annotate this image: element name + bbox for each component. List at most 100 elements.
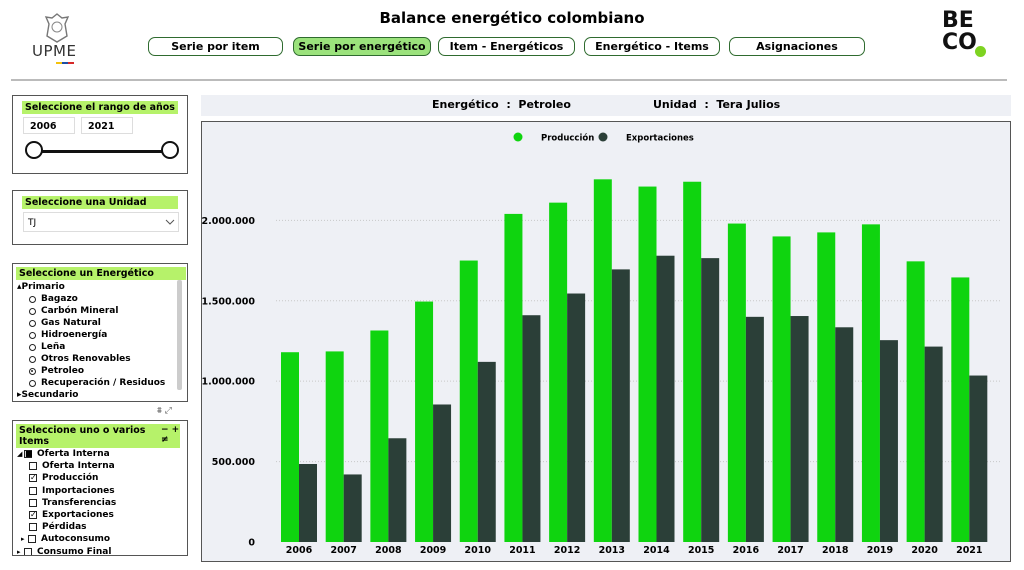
- option-label: Producción: [42, 473, 99, 484]
- option-label: Transferencias: [42, 497, 117, 508]
- option-label: Exportaciones: [42, 510, 114, 520]
- option-label: Bagazo: [41, 294, 78, 304]
- checkbox[interactable]: ✓: [29, 510, 37, 519]
- y-tick-label: 1.000.000: [202, 377, 256, 388]
- item-option[interactable]: Transferencias: [29, 498, 116, 508]
- energy-option[interactable]: Bagazo: [29, 294, 78, 304]
- item-option[interactable]: ✓ Producción: [29, 473, 98, 483]
- bar: [299, 463, 317, 542]
- bar: [281, 352, 299, 542]
- item-option[interactable]: Oferta Interna: [29, 461, 115, 471]
- option-label: Petroleo: [41, 366, 84, 376]
- radio-button[interactable]: [29, 343, 36, 351]
- slicer-tools[interactable]: − + ≠: [161, 425, 180, 445]
- bar: [325, 351, 344, 542]
- nav-tab[interactable]: Energético - Items: [584, 37, 720, 56]
- slider-handle[interactable]: [161, 141, 179, 159]
- option-label: Autoconsumo: [41, 534, 111, 545]
- radio-button[interactable]: [29, 319, 36, 327]
- option-label: Otros Renovables: [41, 354, 131, 364]
- nav-tab[interactable]: Serie por item: [148, 37, 283, 56]
- checkbox[interactable]: ■: [24, 449, 33, 458]
- expander[interactable]: ▸: [17, 547, 21, 556]
- item-option[interactable]: ✓ Exportaciones: [29, 510, 114, 520]
- bar: [459, 260, 478, 542]
- slider-track: [35, 150, 171, 153]
- year-to[interactable]: 2021: [81, 117, 133, 134]
- x-tick-label: 2018: [822, 545, 849, 556]
- bar: [567, 293, 586, 542]
- checkbox[interactable]: [24, 547, 32, 555]
- bar: [861, 224, 880, 542]
- bar: [772, 236, 791, 542]
- group-label: Primario: [21, 282, 65, 292]
- checkbox[interactable]: ✓: [29, 473, 37, 483]
- energy-option[interactable]: Petroleo: [29, 366, 84, 376]
- bar: [343, 474, 362, 542]
- radio-button[interactable]: [29, 367, 36, 375]
- x-tick-label: 2013: [599, 545, 625, 556]
- unit-slicer: Seleccione una Unidad TJ: [12, 190, 188, 245]
- option-label: Importaciones: [42, 485, 115, 496]
- x-tick-label: 2010: [465, 545, 492, 556]
- checkbox[interactable]: [29, 486, 37, 495]
- beco-line: BE: [942, 8, 974, 33]
- bar: [835, 327, 854, 542]
- checkbox[interactable]: [29, 462, 37, 471]
- upme-logo: UPME: [32, 42, 77, 60]
- slider-handle[interactable]: [25, 141, 43, 159]
- energy-option[interactable]: Recuperación / Residuos: [29, 378, 165, 388]
- checkbox[interactable]: [28, 535, 36, 544]
- x-tick-label: 2014: [643, 545, 670, 556]
- item-option[interactable]: ▸ Autoconsumo: [21, 534, 110, 544]
- radio-button[interactable]: [29, 331, 36, 339]
- page-title: Balance energético colombiano: [379, 9, 645, 27]
- beco-logo: BE CO: [942, 10, 977, 54]
- bar: [656, 255, 675, 542]
- nav-tab[interactable]: Asignaciones: [729, 37, 865, 56]
- nav-tab[interactable]: Serie por energético: [293, 37, 431, 56]
- energy-option[interactable]: Gas Natural: [29, 318, 101, 328]
- item-option[interactable]: Importaciones: [29, 486, 115, 496]
- bar: [638, 186, 657, 542]
- energy-option[interactable]: Hidroenergía: [29, 330, 107, 340]
- year-from[interactable]: 2006: [23, 117, 75, 134]
- bar: [522, 315, 541, 542]
- group-label: Secundario: [21, 390, 79, 400]
- bar: [477, 361, 496, 542]
- unit-dropdown[interactable]: TJ: [23, 212, 179, 232]
- energy-option[interactable]: Carbón Mineral: [29, 306, 118, 316]
- expander[interactable]: ◢: [17, 450, 23, 458]
- radio-button[interactable]: [29, 307, 36, 315]
- radio-button[interactable]: [29, 355, 36, 363]
- chart: 0 500.000 1.000.000 1.500.000 2.000.000 2006 2…: [201, 121, 1011, 562]
- bar: [727, 223, 746, 543]
- unit-info: Unidad : Tera Julios: [653, 98, 781, 111]
- items-slicer: Seleccione uno o varios Items − + ≠ ◢ ■ Of…: [12, 420, 188, 556]
- x-tick-label: 2020: [911, 545, 938, 556]
- x-tick-label: 2011: [509, 545, 535, 556]
- item-option[interactable]: Pérdidas: [29, 522, 87, 532]
- tree-group[interactable]: ▸ Secundario: [17, 390, 79, 400]
- radio-button[interactable]: [29, 379, 36, 387]
- checkbox[interactable]: [29, 523, 37, 532]
- x-tick-label: 2006: [286, 545, 313, 556]
- radio-button[interactable]: [29, 295, 36, 303]
- item-option[interactable]: ▸ Consumo Final: [17, 547, 111, 556]
- item-option[interactable]: ◢ ■ Oferta Interna: [17, 449, 110, 459]
- option-label: Oferta Interna: [37, 449, 110, 459]
- expander[interactable]: ▸: [21, 535, 25, 544]
- x-tick-label: 2009: [420, 545, 446, 556]
- energy-option[interactable]: Otros Renovables: [29, 354, 131, 364]
- y-tick-label: 1.500.000: [202, 296, 256, 307]
- bar: [370, 330, 389, 542]
- tree-group[interactable]: ▴ Primario: [17, 282, 65, 292]
- nav-tab[interactable]: Item - Energéticos: [438, 37, 575, 56]
- bar: [388, 438, 407, 542]
- bar: [433, 404, 452, 542]
- scrollbar[interactable]: [177, 280, 182, 390]
- energy-option[interactable]: Leña: [29, 342, 65, 352]
- checkbox[interactable]: [29, 498, 37, 507]
- bar: [817, 232, 836, 542]
